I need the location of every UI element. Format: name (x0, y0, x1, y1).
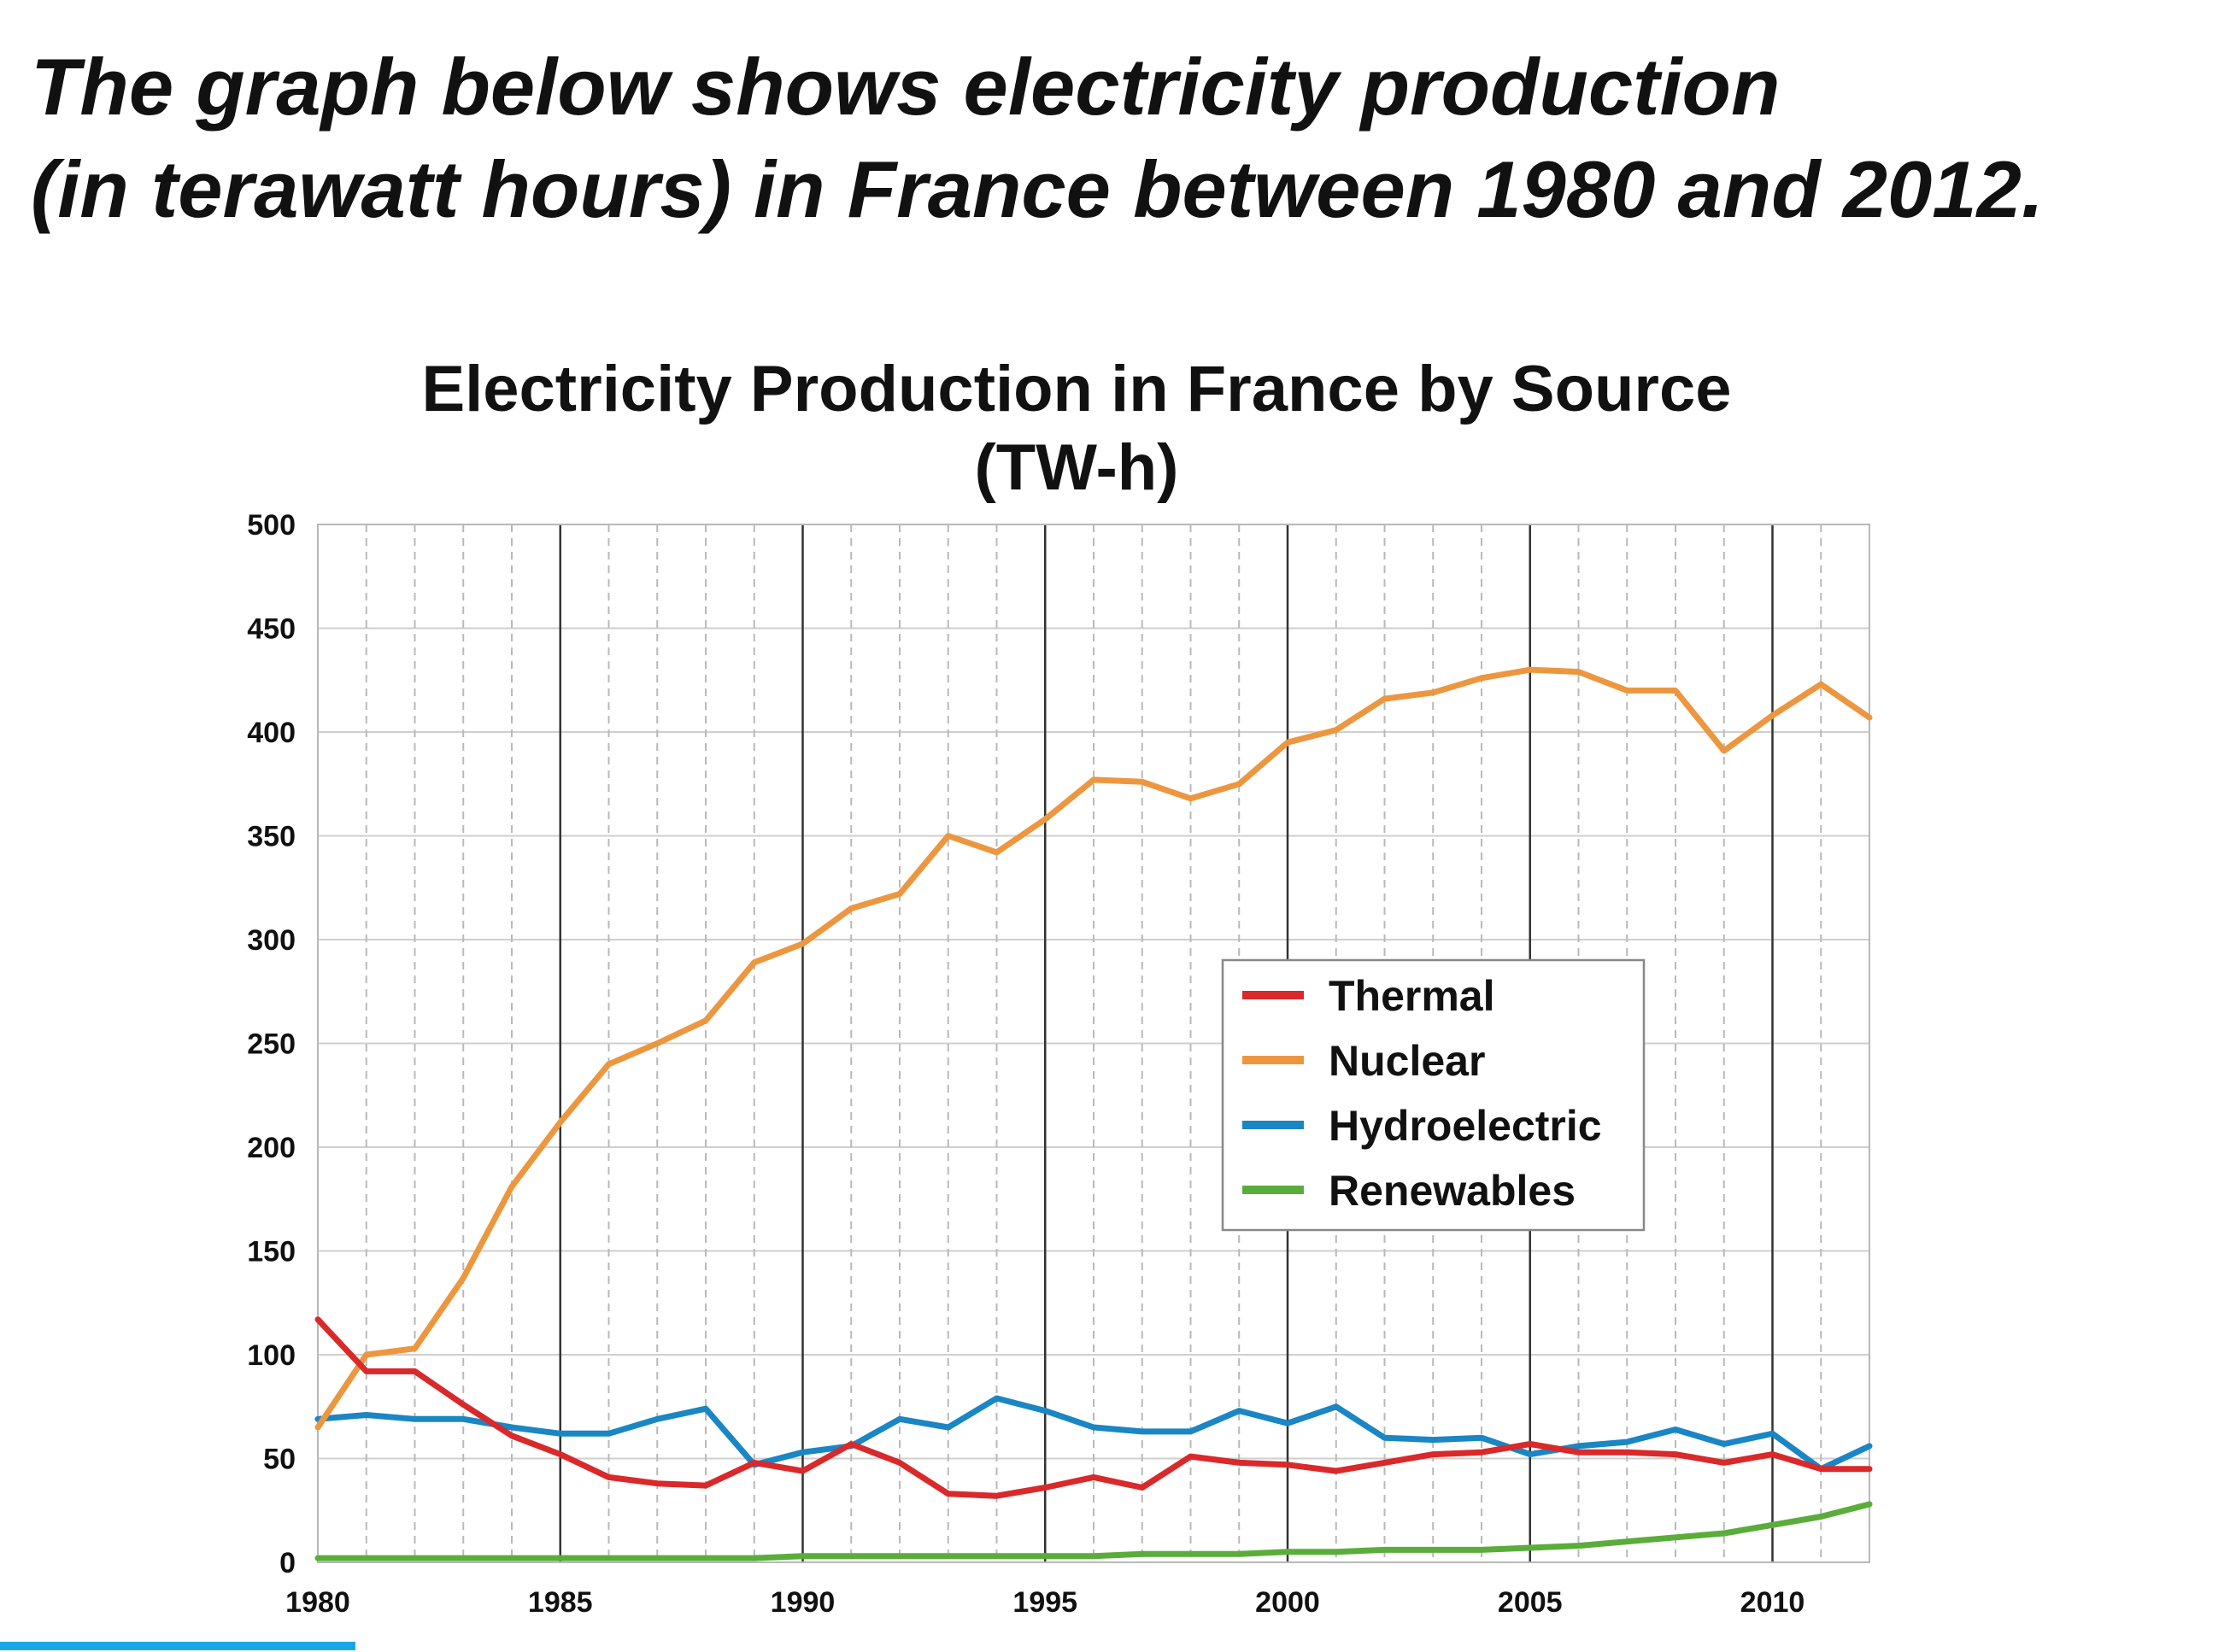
progress-strip (0, 1642, 355, 1650)
x-tick-label: 1985 (528, 1586, 593, 1619)
legend-label-thermal: Thermal (1329, 972, 1495, 1020)
y-tick-label: 0 (279, 1547, 296, 1579)
minor-gridlines (318, 524, 1870, 1563)
y-tick-label: 350 (247, 821, 296, 853)
x-tick-label: 1980 (285, 1586, 350, 1619)
legend-box (1221, 958, 1646, 1232)
page-heading-line-2: (in terawatt hours) in France between 19… (31, 144, 2044, 234)
y-tick-label: 100 (247, 1339, 296, 1372)
series-line-thermal (314, 1316, 1873, 1499)
y-tick-label: 450 (247, 613, 296, 646)
plot-area-border (317, 524, 1870, 1563)
y-tick-label: 400 (247, 717, 296, 749)
legend-label-nuclear: Nuclear (1329, 1037, 1485, 1085)
x-axis: 1980 1985 1990 1995 2000 2005 2010 (285, 1586, 1805, 1619)
x-tick-label: 1995 (1012, 1586, 1077, 1619)
y-tick-label: 50 (263, 1444, 296, 1476)
x-tick-label: 2000 (1255, 1586, 1320, 1619)
legend-label-hydroelectric: Hydroelectric (1329, 1102, 1602, 1150)
chart-subtitle: (TW-h) (974, 431, 1179, 504)
legend: Thermal Nuclear Hydroelectric Renewables (1221, 958, 1646, 1232)
y-tick-label: 200 (247, 1132, 296, 1164)
x-tick-label: 1990 (771, 1586, 836, 1619)
y-tick-label: 500 (247, 509, 296, 542)
x-tick-label: 2005 (1498, 1586, 1563, 1619)
y-tick-label: 150 (247, 1236, 296, 1268)
page-heading: The graph below shows electricity produc… (31, 36, 2218, 241)
legend-label-renewables: Renewables (1329, 1167, 1576, 1215)
series-lines (314, 666, 1873, 1561)
y-tick-label: 300 (247, 924, 296, 957)
y-axis: 0 50 100 150 200 250 300 350 400 450 500 (247, 509, 296, 1579)
page-heading-line-1: The graph below shows electricity produc… (31, 42, 1781, 132)
series-line-renewables (314, 1501, 1873, 1561)
y-tick-label: 250 (247, 1028, 296, 1061)
series-line-nuclear (314, 666, 1873, 1431)
series-line-hydroelectric (314, 1395, 1873, 1473)
x-tick-label: 2010 (1740, 1586, 1805, 1619)
chart-title: Electricity Production in France by Sour… (350, 350, 1803, 507)
chart-title-main: Electricity Production in France by Sour… (421, 353, 1732, 425)
